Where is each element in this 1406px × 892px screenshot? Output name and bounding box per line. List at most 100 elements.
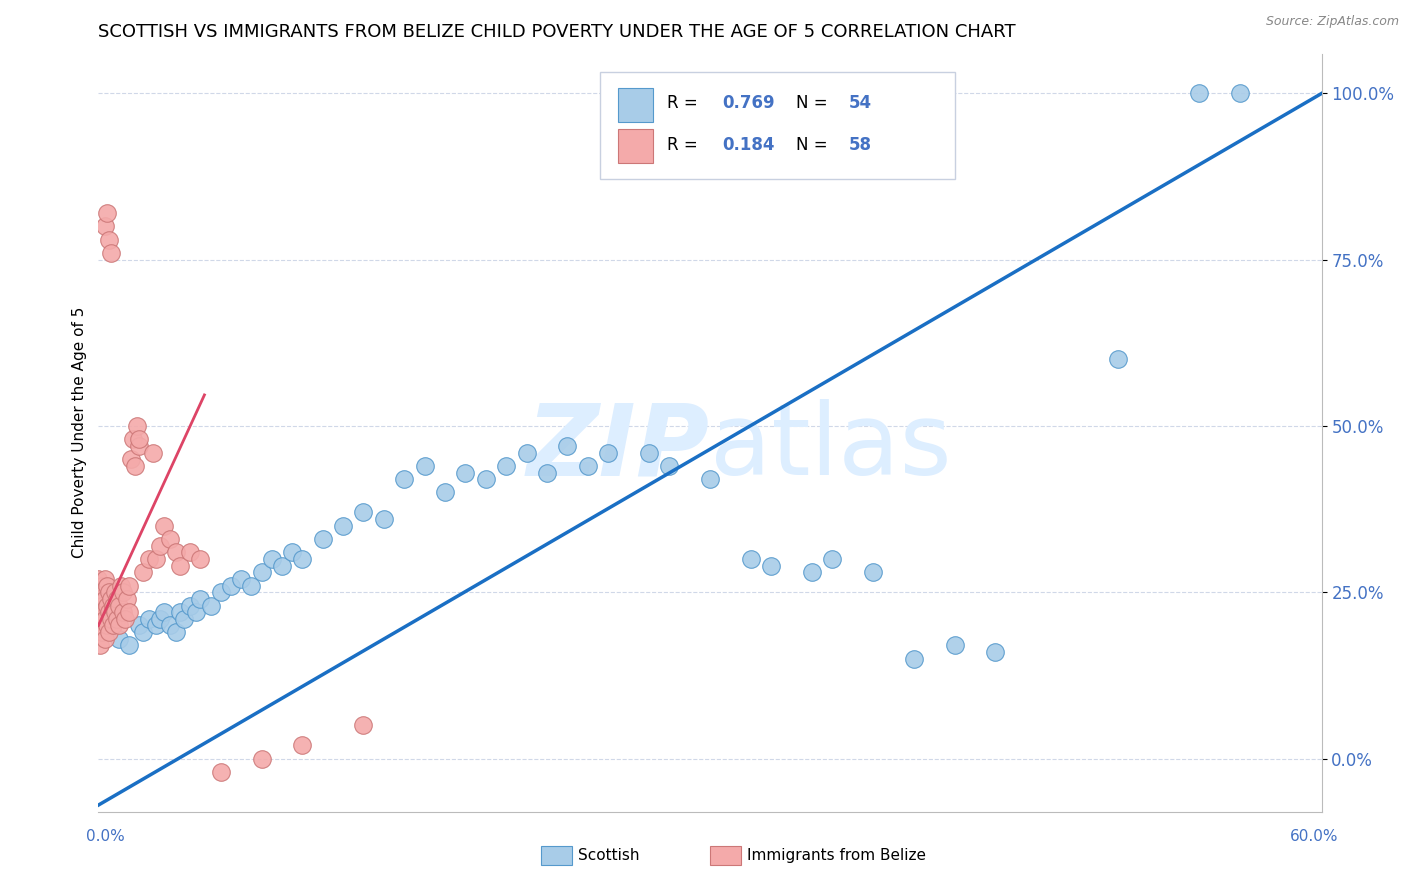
- Point: [87, 618, 110, 632]
- Point: [132, 566, 155, 580]
- Text: atlas: atlas: [710, 400, 952, 496]
- Text: R =: R =: [668, 94, 703, 112]
- Point: [209, 764, 232, 779]
- Point: [89, 591, 111, 606]
- Text: N =: N =: [796, 136, 832, 153]
- Point: [145, 552, 167, 566]
- Point: [91, 599, 114, 613]
- Point: [127, 419, 149, 434]
- Point: [495, 458, 517, 473]
- Point: [97, 585, 120, 599]
- Point: [128, 432, 150, 446]
- Text: R =: R =: [668, 136, 703, 153]
- Point: [454, 466, 477, 480]
- Point: [186, 605, 208, 619]
- Point: [474, 472, 498, 486]
- Point: [93, 572, 115, 586]
- FancyBboxPatch shape: [619, 129, 652, 163]
- Point: [231, 572, 253, 586]
- Point: [152, 518, 174, 533]
- Point: [555, 439, 579, 453]
- Point: [111, 585, 134, 599]
- Point: [291, 738, 314, 752]
- Point: [984, 645, 1007, 659]
- Point: [1107, 352, 1129, 367]
- FancyBboxPatch shape: [619, 87, 652, 122]
- Point: [132, 625, 155, 640]
- Point: [165, 545, 187, 559]
- Point: [96, 599, 118, 613]
- Point: [91, 578, 114, 592]
- Text: ZIP: ZIP: [527, 400, 710, 496]
- Point: [413, 458, 436, 473]
- Point: [87, 591, 110, 606]
- Point: [240, 578, 263, 592]
- Point: [188, 591, 212, 606]
- Point: [101, 599, 124, 613]
- Point: [122, 432, 145, 446]
- Text: Source: ZipAtlas.com: Source: ZipAtlas.com: [1265, 15, 1399, 29]
- Point: [598, 445, 620, 459]
- Point: [100, 591, 122, 606]
- Point: [159, 618, 181, 632]
- Point: [114, 612, 136, 626]
- Point: [105, 612, 128, 626]
- Point: [118, 578, 141, 592]
- Point: [200, 599, 222, 613]
- Point: [96, 618, 118, 632]
- Point: [128, 618, 150, 632]
- Y-axis label: Child Poverty Under the Age of 5: Child Poverty Under the Age of 5: [72, 307, 87, 558]
- Point: [291, 552, 314, 566]
- Point: [312, 532, 335, 546]
- Point: [173, 612, 195, 626]
- Point: [93, 591, 115, 606]
- Point: [120, 452, 142, 467]
- Point: [149, 612, 172, 626]
- Point: [332, 518, 354, 533]
- Point: [91, 625, 114, 640]
- Point: [169, 558, 191, 573]
- Point: [96, 578, 118, 592]
- Point: [142, 445, 165, 459]
- Point: [87, 605, 110, 619]
- Point: [1229, 87, 1251, 101]
- Point: [761, 558, 783, 573]
- Text: SCOTTISH VS IMMIGRANTS FROM BELIZE CHILD POVERTY UNDER THE AGE OF 5 CORRELATION : SCOTTISH VS IMMIGRANTS FROM BELIZE CHILD…: [98, 23, 1017, 41]
- Point: [108, 599, 131, 613]
- Point: [658, 458, 681, 473]
- Text: N =: N =: [796, 94, 832, 112]
- Point: [516, 445, 538, 459]
- Point: [101, 618, 124, 632]
- Point: [118, 605, 141, 619]
- Point: [699, 472, 721, 486]
- Point: [138, 612, 160, 626]
- Point: [104, 605, 127, 619]
- Point: [165, 625, 187, 640]
- Point: [209, 585, 232, 599]
- Text: 0.0%: 0.0%: [86, 830, 125, 844]
- Point: [100, 612, 122, 626]
- Point: [801, 566, 824, 580]
- Text: 58: 58: [848, 136, 872, 153]
- Point: [637, 445, 661, 459]
- Point: [104, 585, 127, 599]
- Point: [179, 599, 201, 613]
- Point: [97, 233, 120, 247]
- Point: [434, 485, 457, 500]
- FancyBboxPatch shape: [600, 72, 955, 178]
- Point: [536, 466, 558, 480]
- Point: [281, 545, 304, 559]
- Point: [1188, 87, 1211, 101]
- Text: 0.769: 0.769: [723, 94, 775, 112]
- Point: [100, 246, 122, 260]
- Text: Immigrants from Belize: Immigrants from Belize: [747, 848, 925, 863]
- Point: [576, 458, 599, 473]
- Point: [115, 591, 138, 606]
- Point: [352, 718, 374, 732]
- Point: [108, 618, 131, 632]
- Point: [270, 558, 294, 573]
- Point: [128, 439, 150, 453]
- Point: [943, 639, 966, 653]
- Point: [862, 566, 884, 580]
- Point: [105, 591, 128, 606]
